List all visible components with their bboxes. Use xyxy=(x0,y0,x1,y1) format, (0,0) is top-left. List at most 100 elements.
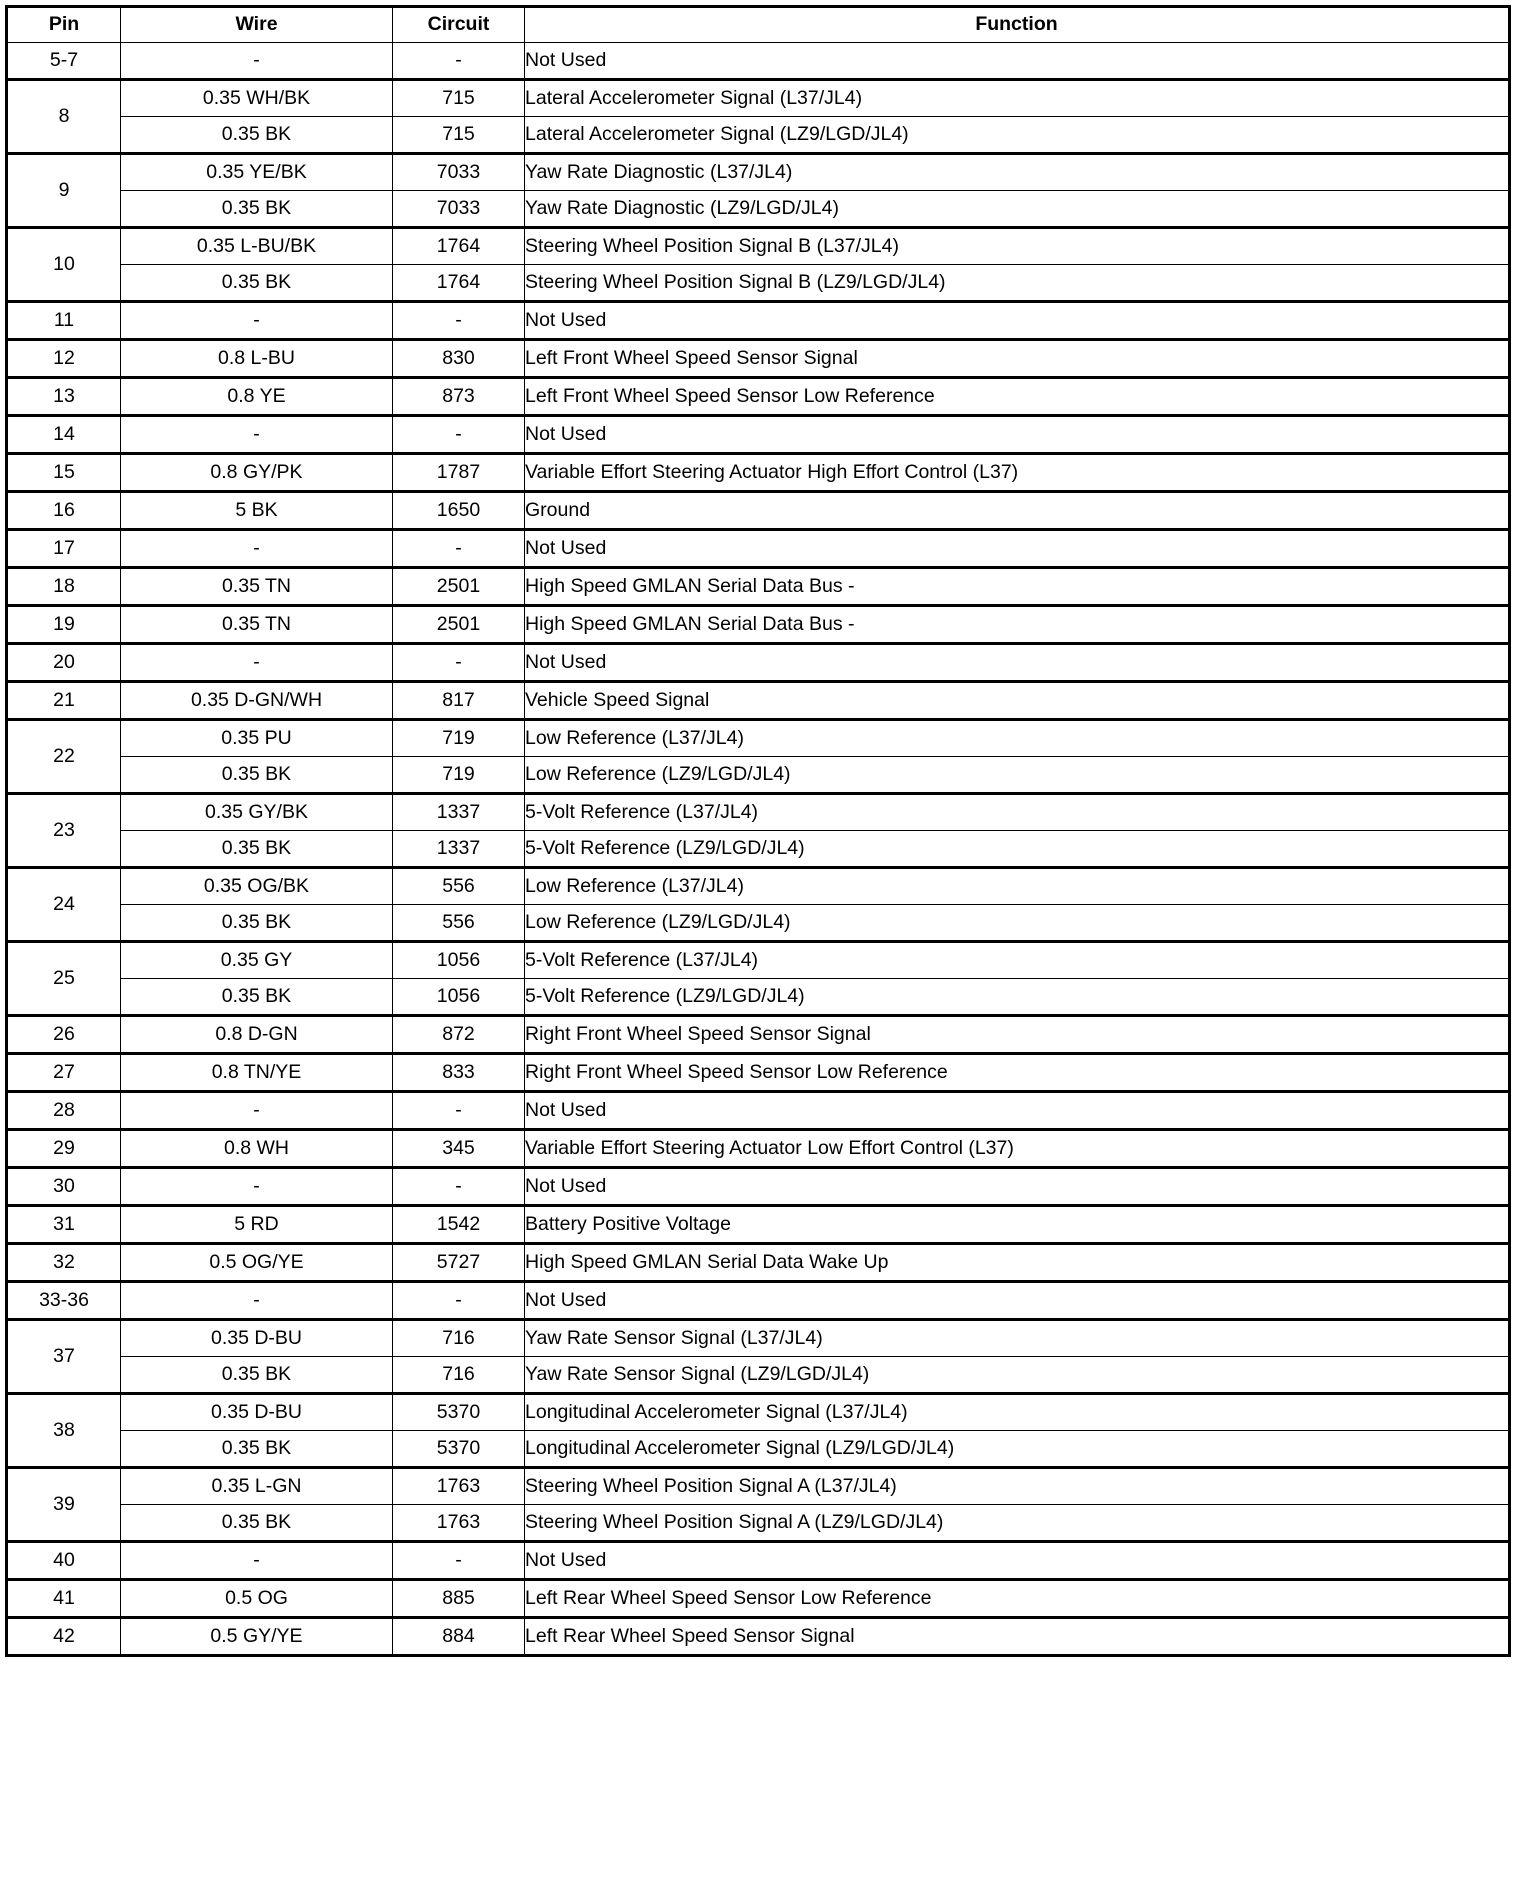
column-header-wire: Wire xyxy=(120,6,393,43)
cell-function: 5-Volt Reference (LZ9/LGD/JL4) xyxy=(524,978,1510,1016)
cell-circuit: 716 xyxy=(392,1356,525,1394)
table-row: 23 0.35 GY/BK 1337 5-Volt Reference (L37/JL… xyxy=(6,792,1510,868)
cell-wire: 0.5 GY/YE xyxy=(120,1616,393,1656)
table-row: 25 0.35 GY 1056 5-Volt Reference (L37/JL4) xyxy=(6,940,1510,1016)
table-row: 40- - Not Used xyxy=(6,1540,1510,1580)
cell-wire: - xyxy=(120,414,393,454)
cell-circuit: 817 xyxy=(392,680,525,720)
cell-function: Left Front Wheel Speed Sensor Signal xyxy=(524,338,1510,378)
cell-wire: 0.5 OG xyxy=(120,1578,393,1618)
cell-circuit: 5370 xyxy=(392,1392,525,1431)
cell-pin: 39 xyxy=(6,1466,121,1542)
cell-wire: 0.35 D-GN/WH xyxy=(120,680,393,720)
cell-function: Not Used xyxy=(524,1090,1510,1130)
table-row: 0.35 BK 716 Yaw Rate Sensor Signal (LZ9/LG… xyxy=(7,1356,1510,1394)
cell-wire: 0.8 WH xyxy=(120,1128,393,1168)
cell-wire: - xyxy=(120,1540,393,1580)
cell-wire: 0.35 D-BU xyxy=(120,1318,393,1357)
cell-function: Right Front Wheel Speed Sensor Low Refer… xyxy=(524,1052,1510,1092)
cell-circuit: 1056 xyxy=(392,940,525,979)
table-row: 28- - Not Used xyxy=(6,1090,1510,1130)
cell-circuit: 345 xyxy=(392,1128,525,1168)
cell-circuit: - xyxy=(392,1540,525,1580)
cell-circuit: - xyxy=(392,42,525,80)
cell-pin: 42 xyxy=(6,1616,121,1656)
cell-pin: 13 xyxy=(6,376,121,416)
table-row: 21 0.35 D-GN/WH 817 Vehicle Speed Signal xyxy=(6,680,1510,720)
table-row: 26 0.8 D-GN 872 Right Front Wheel Speed Sen… xyxy=(6,1014,1510,1054)
table-row: 0.35 BK 1764 Steering Wheel Position Signa… xyxy=(7,264,1510,302)
table-row: 20- - Not Used xyxy=(6,642,1510,682)
cell-pin: 38 xyxy=(6,1392,121,1468)
cell-circuit: 1763 xyxy=(392,1504,525,1542)
cell-function: Longitudinal Accelerometer Signal (L37/J… xyxy=(524,1392,1510,1431)
cell-pin: 9 xyxy=(6,152,121,228)
cell-wire: 0.35 BK xyxy=(120,756,393,794)
cell-wire: 0.35 BK xyxy=(120,830,393,868)
cell-circuit: - xyxy=(392,1166,525,1206)
cell-function: Variable Effort Steering Actuator Low Ef… xyxy=(524,1128,1510,1168)
cell-pin: 40 xyxy=(6,1540,121,1580)
cell-circuit: - xyxy=(392,528,525,568)
cell-function: Variable Effort Steering Actuator High E… xyxy=(524,452,1510,492)
cell-function: Lateral Accelerometer Signal (L37/JL4) xyxy=(524,78,1510,117)
cell-pin: 11 xyxy=(6,300,121,340)
cell-wire: 5 BK xyxy=(120,490,393,530)
cell-wire: 0.35 GY xyxy=(120,940,393,979)
cell-function: Low Reference (LZ9/LGD/JL4) xyxy=(524,904,1510,942)
cell-circuit: - xyxy=(392,642,525,682)
cell-function: Not Used xyxy=(524,1280,1510,1320)
cell-function: Lateral Accelerometer Signal (LZ9/LGD/JL… xyxy=(524,116,1510,154)
cell-circuit: 7033 xyxy=(392,190,525,228)
table-row: 27 0.8 TN/YE 833 Right Front Wheel Speed Se… xyxy=(6,1052,1510,1092)
cell-wire: 0.35 BK xyxy=(120,904,393,942)
cell-function: Ground xyxy=(524,490,1510,530)
cell-wire: - xyxy=(120,528,393,568)
cell-pin: 12 xyxy=(6,338,121,378)
cell-function: Not Used xyxy=(524,1540,1510,1580)
cell-pin: 19 xyxy=(6,604,121,644)
cell-function: Steering Wheel Position Signal B (L37/JL… xyxy=(524,226,1510,265)
cell-circuit: 1763 xyxy=(392,1466,525,1505)
cell-wire: 0.35 L-BU/BK xyxy=(120,226,393,265)
column-header-pin: Pin xyxy=(6,6,121,43)
cell-circuit: - xyxy=(392,1090,525,1130)
cell-wire: 0.8 D-GN xyxy=(120,1014,393,1054)
cell-function: Left Rear Wheel Speed Sensor Low Referen… xyxy=(524,1578,1510,1618)
table-row: 30- - Not Used xyxy=(6,1166,1510,1206)
cell-circuit: 1787 xyxy=(392,452,525,492)
table-row: 0.35 BK 556 Low Reference (LZ9/LGD/JL4) xyxy=(7,904,1510,942)
cell-pin: 14 xyxy=(6,414,121,454)
table-row: 17- - Not Used xyxy=(6,528,1510,568)
cell-circuit: 873 xyxy=(392,376,525,416)
table-row: 24 0.35 OG/BK 556 Low Reference (L37/JL4) xyxy=(6,866,1510,942)
table-row: 18 0.35 TN 2501 High Speed GMLAN Serial Dat… xyxy=(6,566,1510,606)
cell-wire: 0.8 L-BU xyxy=(120,338,393,378)
cell-function: Yaw Rate Sensor Signal (L37/JL4) xyxy=(524,1318,1510,1357)
cell-circuit: 2501 xyxy=(392,604,525,644)
cell-wire: 0.5 OG/YE xyxy=(120,1242,393,1282)
cell-function: Steering Wheel Position Signal A (LZ9/LG… xyxy=(524,1504,1510,1542)
table-row: 32 0.5 OG/YE 5727 High Speed GMLAN Serial D… xyxy=(6,1242,1510,1282)
cell-circuit: 715 xyxy=(392,116,525,154)
cell-pin: 17 xyxy=(6,528,121,568)
cell-function: Low Reference (L37/JL4) xyxy=(524,718,1510,757)
cell-circuit: 1650 xyxy=(392,490,525,530)
cell-wire: 0.35 BK xyxy=(120,1504,393,1542)
table-row: 10 0.35 L-BU/BK 1764 Steering Wheel Positio… xyxy=(6,226,1510,302)
cell-circuit: 1337 xyxy=(392,792,525,831)
cell-pin: 28 xyxy=(6,1090,121,1130)
cell-circuit: 1764 xyxy=(392,264,525,302)
cell-function: Right Front Wheel Speed Sensor Signal xyxy=(524,1014,1510,1054)
table-row: 9 0.35 YE/BK 7033 Yaw Rate Diagnostic (L37/… xyxy=(6,152,1510,228)
cell-circuit: 833 xyxy=(392,1052,525,1092)
cell-function: High Speed GMLAN Serial Data Bus - xyxy=(524,604,1510,644)
cell-wire: - xyxy=(120,1166,393,1206)
table-row: 15 0.8 GY/PK 1787 Variable Effort Steering … xyxy=(6,452,1510,492)
cell-pin: 24 xyxy=(6,866,121,942)
cell-wire: - xyxy=(120,1280,393,1320)
table-row: 0.35 BK 5370 Longitudinal Accelerometer Si… xyxy=(7,1430,1510,1468)
cell-wire: - xyxy=(120,300,393,340)
cell-circuit: 719 xyxy=(392,718,525,757)
cell-circuit: 1542 xyxy=(392,1204,525,1244)
